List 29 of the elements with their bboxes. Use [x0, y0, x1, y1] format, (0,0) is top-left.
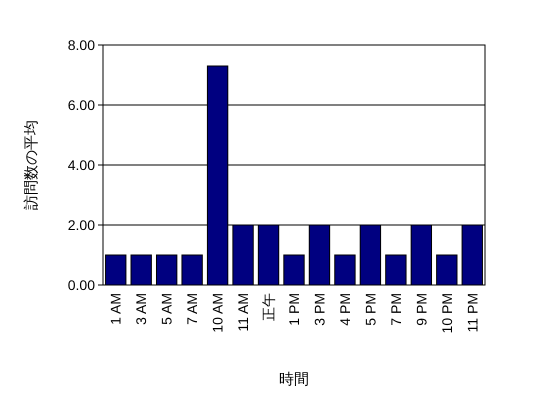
- x-tick-label: 7 AM: [184, 293, 200, 325]
- x-tick-label: 3 AM: [133, 293, 150, 325]
- y-tick-label: 2.00: [68, 217, 96, 233]
- x-tick-label: 11 PM: [464, 293, 480, 332]
- bar: [436, 254, 458, 286]
- x-tick-label: 7 PM: [388, 293, 404, 326]
- x-tick-label: 9 PM: [413, 293, 430, 326]
- y-axis-title: 訪問数の平均: [23, 120, 40, 210]
- x-tick-label: 10 PM: [438, 293, 455, 334]
- x-tick-label: 1 PM: [286, 293, 302, 326]
- x-axis-title: 時間: [279, 371, 309, 388]
- x-tick-label: 11 AM: [235, 293, 252, 332]
- bar: [334, 254, 356, 286]
- x-tick-label: 10 AM: [210, 293, 226, 333]
- y-tick-label: 4.00: [68, 157, 96, 173]
- bar: [181, 254, 203, 286]
- y-tick-label: 6.00: [68, 97, 96, 113]
- x-tick-label: 3 PM: [311, 293, 328, 326]
- bar: [385, 254, 407, 286]
- x-tick-label: 4 PM: [336, 293, 353, 326]
- bar: [283, 254, 305, 286]
- x-tick-label: 正午: [260, 293, 277, 321]
- y-tick-label: 0.00: [68, 277, 96, 293]
- y-tick-label: 8.00: [68, 37, 96, 53]
- x-tick-label: 5 PM: [362, 293, 378, 326]
- bar: [130, 254, 152, 286]
- x-tick-label: 5 AM: [158, 293, 175, 325]
- bar: [156, 254, 178, 286]
- x-tick-label: 1 AM: [108, 293, 124, 325]
